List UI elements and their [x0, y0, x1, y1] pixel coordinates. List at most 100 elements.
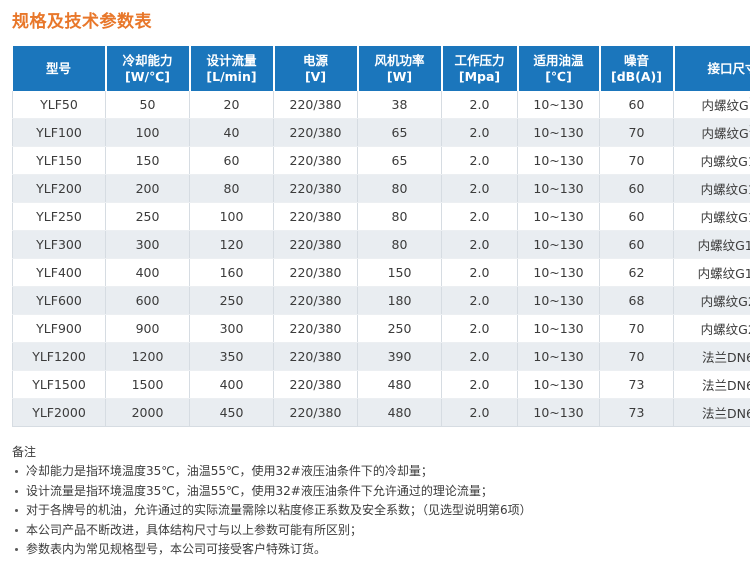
cell-pressure: 2.0: [441, 258, 518, 287]
column-header-name: 适用油温: [533, 52, 584, 68]
cell-port-size: 内螺纹G114": [673, 230, 750, 259]
note-item: 对于各牌号的机油，允许通过的实际流量需除以粘度修正系数及安全系数；（见选型说明第…: [12, 501, 738, 521]
cell-fan_power: 38: [357, 91, 442, 119]
cell-pressure: 2.0: [441, 230, 518, 259]
cell-cooling: 1500: [105, 370, 190, 399]
column-header-1: 冷却能力 [W/℃]: [105, 46, 191, 91]
bullet-icon: [15, 489, 18, 493]
cell-pressure: 2.0: [441, 286, 518, 315]
column-header-6: 适用油温 [℃]: [517, 46, 601, 91]
column-header-unit: [Mpa]: [458, 68, 501, 84]
port-prefix: 内螺纹G: [701, 126, 749, 141]
cell-cooling: 600: [105, 286, 190, 315]
port-prefix: 法兰DN65: [702, 406, 750, 421]
cell-cooling: 100: [105, 118, 190, 147]
cell-flow: 250: [189, 286, 274, 315]
port-whole: 1: [744, 238, 750, 253]
cell-port-size: 内螺纹G1": [673, 174, 750, 203]
column-header-name: 工作压力: [454, 52, 505, 68]
cell-flow: 120: [189, 230, 274, 259]
column-header-name: 噪音: [623, 52, 649, 68]
cell-port-size: 内螺纹G2": [673, 286, 750, 315]
cell-oil_temp: 10~130: [517, 91, 600, 119]
cell-oil_temp: 10~130: [517, 174, 600, 203]
port-prefix: 内螺纹G1: [700, 154, 750, 169]
port-prefix: 内螺纹G1: [700, 210, 750, 225]
cell-power_supply: 220/380: [273, 342, 358, 371]
note-text: 参数表内为常见规格型号，本公司可接受客户特殊订货。: [26, 542, 327, 556]
port-whole: 1: [744, 266, 750, 281]
cell-model: YLF400: [12, 258, 106, 287]
cell-model: YLF150: [12, 146, 106, 175]
column-header-name: 接口尺寸: [707, 60, 750, 76]
cell-fan_power: 65: [357, 118, 442, 147]
cell-cooling: 400: [105, 258, 190, 287]
cell-power_supply: 220/380: [273, 118, 358, 147]
column-header-unit: [V]: [304, 68, 327, 84]
cell-pressure: 2.0: [441, 202, 518, 231]
cell-flow: 40: [189, 118, 274, 147]
port-prefix: 内螺纹G: [697, 266, 745, 281]
cell-flow: 100: [189, 202, 274, 231]
cell-model: YLF100: [12, 118, 106, 147]
note-text: 对于各牌号的机油，允许通过的实际流量需除以粘度修正系数及安全系数；（见选型说明第…: [26, 503, 532, 517]
port-prefix: 内螺纹G2: [700, 322, 750, 337]
cell-cooling: 150: [105, 146, 190, 175]
cell-fan_power: 390: [357, 342, 442, 371]
bullet-icon: [15, 509, 18, 512]
cell-noise: 60: [599, 202, 674, 231]
column-header-7: 噪音 [dB(A)]: [599, 46, 675, 91]
cell-flow: 450: [189, 398, 274, 427]
cell-noise: 70: [599, 118, 674, 147]
column-header-name: 冷却能力: [122, 52, 173, 68]
port-prefix: 法兰DN65: [702, 350, 750, 365]
cell-cooling: 1200: [105, 342, 190, 371]
cell-fan_power: 480: [357, 398, 442, 427]
cell-noise: 62: [599, 258, 674, 287]
cell-oil_temp: 10~130: [517, 118, 600, 147]
cell-pressure: 2.0: [441, 118, 518, 147]
cell-cooling: 900: [105, 314, 190, 343]
cell-model: YLF1200: [12, 342, 106, 371]
note-text: 冷却能力是指环境温度35℃，油温55℃，使用32#液压油条件下的冷却量；: [26, 464, 433, 478]
cell-fan_power: 80: [357, 230, 442, 259]
cell-power_supply: 220/380: [273, 258, 358, 287]
cell-oil_temp: 10~130: [517, 370, 600, 399]
cell-noise: 70: [599, 342, 674, 371]
cell-pressure: 2.0: [441, 342, 518, 371]
cell-cooling: 250: [105, 202, 190, 231]
cell-port-size: 内螺纹G12": [673, 91, 750, 119]
cell-power_supply: 220/380: [273, 230, 358, 259]
cell-power_supply: 220/380: [273, 314, 358, 343]
cell-port-size: 法兰DN65: [673, 342, 750, 371]
cell-model: YLF250: [12, 202, 106, 231]
cell-model: YLF2000: [12, 398, 106, 427]
cell-model: YLF600: [12, 286, 106, 315]
column-header-2: 设计流量 [L/min]: [189, 46, 275, 91]
cell-flow: 80: [189, 174, 274, 203]
cell-pressure: 2.0: [441, 370, 518, 399]
column-header-unit: [W/℃]: [125, 68, 170, 84]
cell-fan_power: 80: [357, 202, 442, 231]
note-item: 冷却能力是指环境温度35℃，油温55℃，使用32#液压油条件下的冷却量；: [12, 462, 738, 482]
cell-port-size: 内螺纹G34": [673, 118, 750, 147]
column-header-unit: [dB(A)]: [610, 68, 662, 84]
cell-noise: 60: [599, 91, 674, 119]
cell-flow: 160: [189, 258, 274, 287]
cell-fan_power: 180: [357, 286, 442, 315]
port-fraction-numerator: 3: [749, 124, 750, 135]
cell-cooling: 50: [105, 91, 190, 119]
column-header-name: 电源: [302, 52, 328, 68]
cell-power_supply: 220/380: [273, 370, 358, 399]
note-item: 参数表内为常见规格型号，本公司可接受客户特殊订货。: [12, 540, 738, 560]
cell-port-size: 法兰DN65: [673, 398, 750, 427]
cell-noise: 60: [599, 230, 674, 259]
cell-pressure: 2.0: [441, 398, 518, 427]
